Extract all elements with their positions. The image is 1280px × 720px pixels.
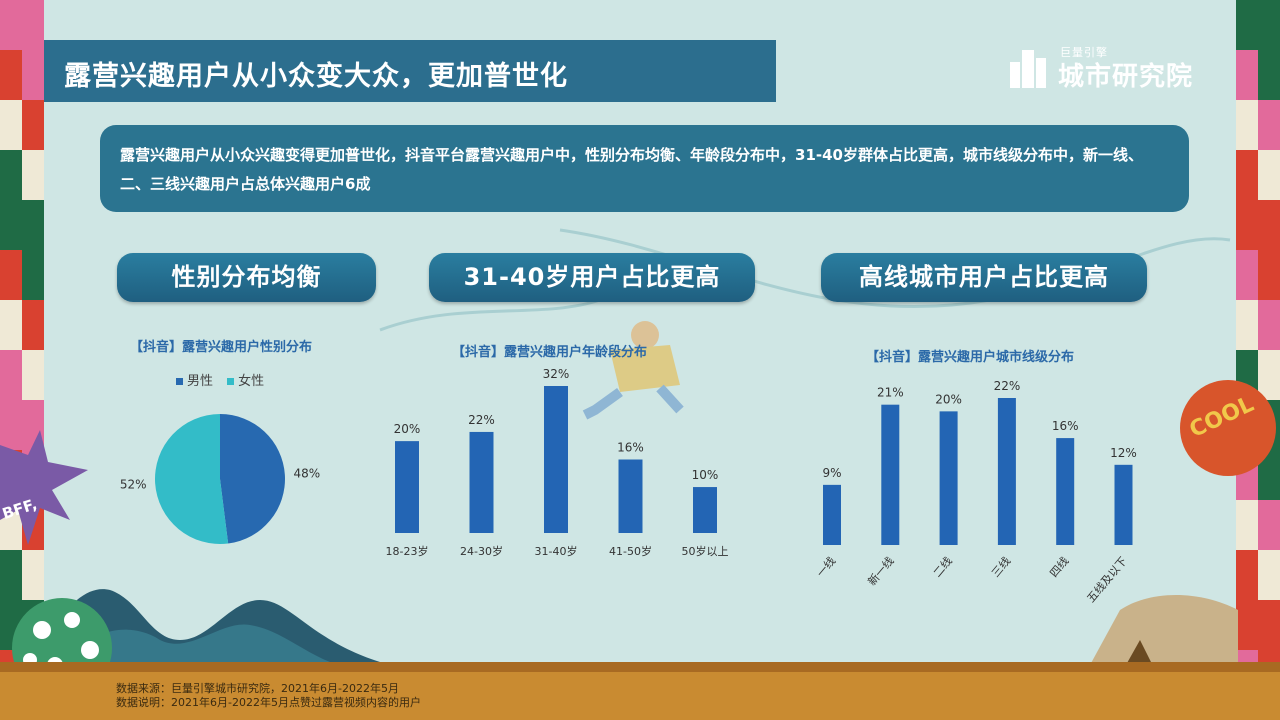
x-tick-label-2-4: 四线 <box>1047 554 1072 580</box>
title-bar: 露营兴趣用户从小众变大众，更加普世化 <box>44 40 776 102</box>
bar-1-0 <box>395 441 419 533</box>
bar-value-label-1-4: 10% <box>692 468 719 482</box>
legend-item-male: 男性 <box>176 374 213 389</box>
gender-legend: 男性 女性 <box>176 370 274 389</box>
bar-1-2 <box>544 386 568 533</box>
pie-slice-0 <box>220 414 285 544</box>
x-tick-label-1-1: 24-30岁 <box>460 544 503 558</box>
page-title: 露营兴趣用户从小众变大众，更加普世化 <box>64 61 568 92</box>
x-tick-label-1-4: 50岁以上 <box>682 544 729 558</box>
bar-2-1 <box>881 404 900 545</box>
ground-band <box>0 662 1280 720</box>
bar-value-label-2-4: 16% <box>1052 419 1079 433</box>
bar-2-4 <box>1056 438 1075 545</box>
bar-2-5 <box>1114 464 1133 545</box>
bar-2-0 <box>823 484 841 545</box>
legend-item-female: 女性 <box>227 374 264 389</box>
brand-logo: 巨量引擎 城市研究院 <box>1008 44 1208 92</box>
legend-label-female: 女性 <box>238 374 265 389</box>
x-tick-label-2-0: 一线 <box>813 554 838 580</box>
legend-label-male: 男性 <box>187 374 214 389</box>
x-tick-label-2-2: 二线 <box>930 554 955 580</box>
bar-value-label-2-3: 22% <box>994 379 1021 393</box>
summary-box: 露营兴趣用户从小众兴趣变得更加普世化，抖音平台露营兴趣用户中，性别分布均衡、年龄… <box>100 125 1189 212</box>
x-tick-label-1-2: 31-40岁 <box>535 544 578 558</box>
bar-2-3 <box>997 398 1016 545</box>
data-source: 数据来源：巨量引擎城市研究院，2021年6月-2022年5月 <box>116 682 399 695</box>
section-pill-age: 31-40岁用户占比更高 <box>429 253 755 302</box>
bar-value-label-1-3: 16% <box>617 441 644 455</box>
x-tick-label-2-3: 三线 <box>988 554 1013 580</box>
left-decorative-stripe <box>0 0 44 720</box>
bar-1-4 <box>693 487 717 533</box>
bar-value-label-2-0: 9% <box>822 466 841 480</box>
gender-chart-title: 【抖音】露营兴趣用户性别分布 <box>130 340 313 355</box>
bar-2-2 <box>939 411 958 545</box>
bar-value-label-2-5: 12% <box>1110 446 1137 460</box>
logo-subtitle: 巨量引擎 <box>1060 46 1108 59</box>
pie-label-0: 48% <box>293 467 320 481</box>
bar-value-label-1-0: 20% <box>394 422 421 436</box>
bar-value-label-2-2: 20% <box>935 392 962 406</box>
bar-value-label-2-1: 21% <box>877 386 904 400</box>
footer-notes: 数据来源：巨量引擎城市研究院，2021年6月-2022年5月 数据说明：2021… <box>116 682 421 710</box>
age-chart-title: 【抖音】露营兴趣用户年龄段分布 <box>452 345 648 360</box>
bar-1-1 <box>469 431 494 533</box>
pie-slice-1 <box>154 414 229 544</box>
x-tick-label-2-5: 五线及以下 <box>1084 554 1130 605</box>
x-tick-label-2-1: 新一线 <box>865 554 897 588</box>
data-note: 数据说明：2021年6月-2022年5月点赞过露营视频内容的用户 <box>116 696 421 709</box>
bar-value-label-1-1: 22% <box>468 413 495 427</box>
city-buildings-icon <box>1010 50 1046 88</box>
city-chart-title: 【抖音】露营兴趣用户城市线级分布 <box>866 350 1075 365</box>
pie-label-1: 52% <box>120 477 147 491</box>
section-pill-gender: 性别分布均衡 <box>117 253 376 302</box>
section-pill-city: 高线城市用户占比更高 <box>821 253 1147 302</box>
x-tick-label-1-0: 18-23岁 <box>386 544 429 558</box>
x-tick-label-1-3: 41-50岁 <box>609 544 652 558</box>
bar-1-3 <box>618 459 643 533</box>
bar-value-label-1-2: 32% <box>543 367 570 381</box>
logo-title: 城市研究院 <box>1058 62 1194 92</box>
